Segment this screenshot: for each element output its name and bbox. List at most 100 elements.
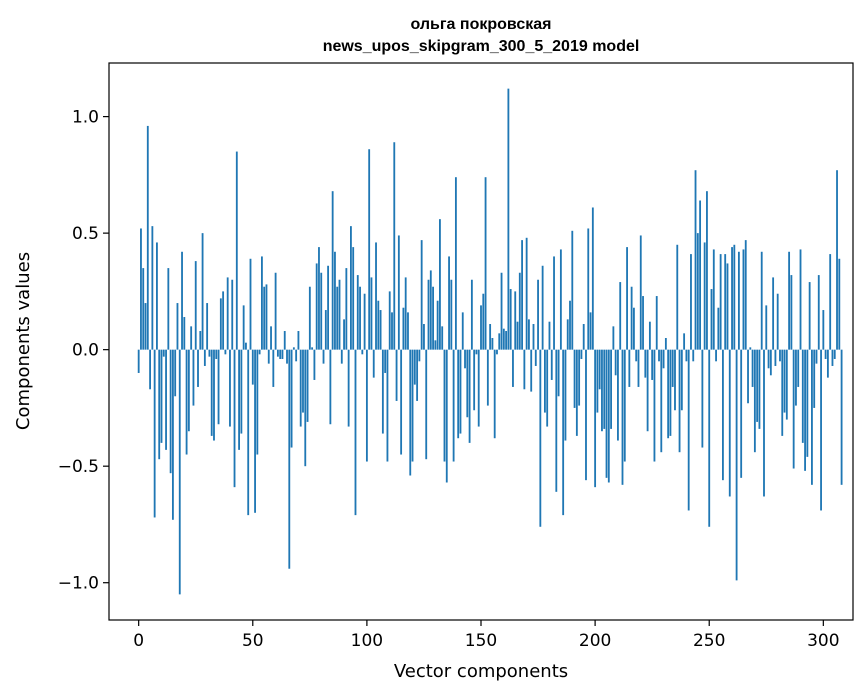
x-tick-label: 300 [807,631,839,651]
bar [418,349,421,362]
bar [573,349,576,408]
bar [799,249,802,350]
bar [674,349,676,411]
bar [669,349,672,436]
bar [484,177,487,350]
bar [537,279,539,350]
chart-subtitle: news_upos_skipgram_300_5_2019 model [323,38,640,55]
bar [288,349,291,569]
bar [251,349,254,385]
bar [206,303,209,350]
bar [633,307,635,350]
bar [475,349,478,355]
bar [596,349,599,413]
bar [137,349,140,373]
bar [753,349,756,453]
bar [391,312,393,350]
bar [203,349,206,366]
bar [441,326,444,350]
bar [384,349,387,373]
bar [642,296,644,350]
bar [539,349,542,527]
bar [229,349,231,427]
bar [407,312,409,350]
bar [315,263,318,350]
bar [594,349,597,488]
bar [521,240,523,350]
bar [386,349,389,462]
x-tick-label: 200 [579,631,611,651]
bar [610,349,612,429]
bar [518,272,521,350]
bar [295,349,298,362]
bar [820,349,822,511]
bar [575,349,578,436]
bar [804,349,806,471]
bar [356,275,359,350]
bar [833,349,836,359]
bar [829,254,832,350]
bar [311,347,314,350]
bar [178,349,181,595]
bar [279,349,282,359]
bar [614,349,617,376]
bar [432,286,434,350]
bar [404,277,407,350]
x-tick-label: 0 [133,631,144,651]
bar [425,349,428,460]
bar [546,349,549,427]
bar [423,324,425,350]
bar [313,349,316,380]
bar [706,191,708,350]
bar [756,349,759,422]
bar [466,349,469,418]
bar [719,254,722,350]
bar [477,349,480,427]
bar [788,251,791,350]
bar [664,338,667,350]
bar [785,349,788,420]
bar [197,349,199,387]
bar [263,286,266,350]
bar [274,272,277,350]
bar [245,342,247,350]
bar [687,349,690,511]
bar [626,247,628,350]
bar [327,265,330,350]
bar [439,219,441,350]
bar [562,349,565,516]
bar [605,349,608,478]
bar [400,349,403,455]
bar [377,300,380,350]
bar [587,228,590,350]
bar [324,310,327,350]
bar [256,349,259,455]
y-tick-label: 0.5 [72,224,99,244]
bar [393,142,396,350]
bar [299,349,302,427]
bar [806,349,809,457]
bar [751,349,754,387]
bar [617,349,619,441]
bar [210,349,213,436]
bar [680,349,683,411]
bar [621,349,624,485]
bar [758,349,761,429]
bar [482,293,485,350]
bar [329,349,332,425]
bar [308,286,311,350]
bar [598,349,601,390]
bar [395,349,398,401]
bar [416,349,419,401]
bar [571,230,574,350]
bar [603,349,606,429]
bar [824,349,827,359]
bar [151,226,154,350]
bar [676,244,679,350]
bar [156,242,158,350]
bar [320,272,323,350]
bar [528,319,530,350]
bar [678,349,681,453]
bar [452,349,455,462]
bar [454,177,457,350]
